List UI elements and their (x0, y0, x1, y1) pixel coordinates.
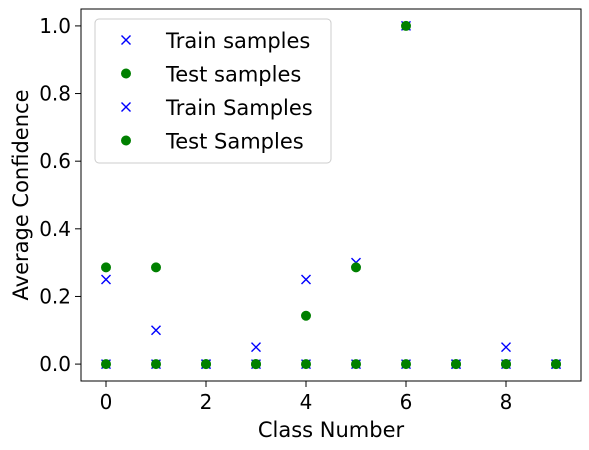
test-point (251, 359, 261, 370)
test-point (451, 359, 461, 370)
train-point (251, 342, 261, 353)
test-point (551, 359, 561, 370)
legend: Train samples Test samples Train Samples Te… (94, 18, 332, 164)
test-point (351, 262, 361, 273)
legend-label: Train Samples (165, 96, 313, 120)
test-point (401, 359, 411, 370)
x-tick-label: 2 (200, 390, 213, 414)
x-tick-label: 6 (400, 390, 413, 414)
train-point (101, 274, 111, 285)
y-axis-label: Average Confidence (9, 90, 33, 301)
data-points (101, 20, 561, 370)
x-tick-label: 4 (300, 390, 313, 414)
train-point (301, 274, 311, 285)
x-axis-label: Class Number (258, 418, 405, 442)
y-tick-label: 1.0 (39, 14, 71, 38)
y-tick-label: 0.4 (39, 217, 71, 241)
legend-marker (121, 68, 131, 79)
legend-label: Test samples (165, 63, 301, 87)
legend-label: Train samples (165, 29, 310, 53)
legend-label: Test Samples (165, 130, 304, 154)
test-point (151, 359, 161, 370)
y-axis-ticks: 0.0 0.2 0.4 0.6 0.8 1.0 (39, 14, 81, 376)
legend-marker (121, 35, 131, 45)
test-point (101, 262, 111, 273)
test-point (301, 359, 311, 370)
legend-marker (121, 135, 131, 146)
test-point (101, 359, 111, 370)
y-tick-label: 0.2 (39, 284, 71, 308)
legend-marker (121, 102, 131, 112)
x-tick-label: 8 (500, 390, 513, 414)
x-axis-ticks: 0 2 4 6 8 (100, 381, 513, 414)
legend-box (94, 18, 332, 164)
y-tick-label: 0.6 (39, 149, 71, 173)
test-point (301, 310, 311, 321)
y-tick-label: 0.0 (39, 352, 71, 376)
test-point (351, 359, 361, 370)
test-point (501, 359, 511, 370)
test-point (201, 359, 211, 370)
test-point (401, 20, 411, 31)
train-point (501, 342, 511, 353)
train-point (151, 325, 161, 336)
x-tick-label: 0 (100, 390, 113, 414)
test-point (151, 262, 161, 273)
y-tick-label: 0.8 (39, 82, 71, 106)
